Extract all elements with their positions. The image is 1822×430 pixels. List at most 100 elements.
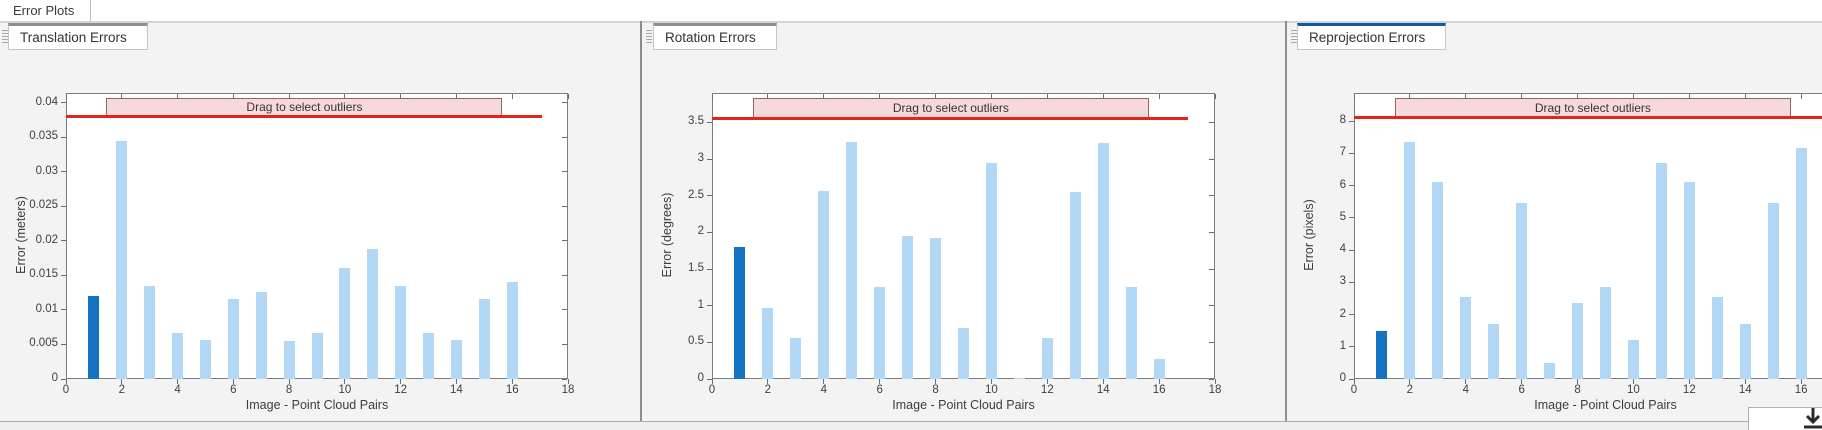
x-tick: [567, 379, 569, 384]
bar-pair-6[interactable]: [1516, 203, 1528, 379]
y-tick-label: 7: [1339, 146, 1346, 159]
bar-pair-2[interactable]: [116, 140, 128, 379]
outlier-selection-band[interactable]: Drag to select outliers: [1394, 98, 1792, 118]
panel-drag-grip-icon[interactable]: [2, 30, 8, 44]
bar-pair-9[interactable]: [311, 332, 323, 379]
bar-pair-4[interactable]: [1460, 296, 1472, 379]
y-tick: [1349, 185, 1354, 187]
export-down-arrow-icon[interactable]: [1800, 406, 1822, 430]
bar-pair-8[interactable]: [1572, 303, 1584, 379]
y-tick-label: 2: [697, 225, 704, 238]
bar-pair-15[interactable]: [1767, 203, 1779, 379]
bar-pair-14[interactable]: [1739, 324, 1751, 379]
bar-pair-10[interactable]: [985, 162, 997, 379]
bar-pair-8[interactable]: [930, 238, 942, 379]
outlier-threshold-line[interactable]: [1354, 116, 1822, 120]
bar-pair-5[interactable]: [846, 142, 858, 379]
bar-pair-6[interactable]: [874, 287, 886, 379]
bar-pair-10[interactable]: [1627, 340, 1639, 379]
bar-pair-10[interactable]: [339, 268, 351, 379]
bar-pair-7[interactable]: [255, 291, 267, 379]
bar-pair-4[interactable]: [818, 191, 830, 379]
bar-pair-9[interactable]: [958, 327, 969, 379]
x-tick-label: 14: [450, 384, 463, 396]
tab-rotation-errors[interactable]: Rotation Errors: [653, 23, 777, 50]
x-tick-label: 8: [1574, 384, 1581, 396]
bar-pair-3[interactable]: [144, 285, 156, 379]
y-tick: [707, 341, 712, 343]
panel-drag-grip-icon[interactable]: [1291, 30, 1297, 44]
y-tick: [1349, 152, 1354, 154]
x-tick: [1102, 379, 1104, 384]
bar-pair-2[interactable]: [1404, 142, 1416, 379]
bar-pair-15[interactable]: [1125, 287, 1137, 379]
bar-pair-5[interactable]: [1488, 324, 1500, 379]
bar-pair-7[interactable]: [902, 236, 914, 379]
bar-pair-16[interactable]: [1153, 359, 1165, 379]
bar-pair-11[interactable]: [1013, 377, 1025, 379]
bar-pair-6[interactable]: [227, 298, 239, 379]
y-axis-label: Error (meters): [14, 196, 28, 274]
panel-drag-grip-icon[interactable]: [646, 30, 652, 44]
y-tick-right: [562, 136, 567, 138]
bar-pair-14[interactable]: [1097, 142, 1109, 379]
bar-pair-1[interactable]: [734, 247, 746, 379]
bar-pair-8[interactable]: [283, 341, 295, 379]
x-tick: [65, 379, 67, 384]
bar-pair-11[interactable]: [1655, 162, 1667, 379]
x-tick-label: 0: [62, 384, 70, 396]
bar-pair-13[interactable]: [1711, 296, 1723, 379]
outlier-threshold-line[interactable]: [66, 114, 542, 118]
x-tick-label: 10: [1627, 384, 1640, 396]
y-tick: [707, 158, 712, 160]
bar-pair-12[interactable]: [395, 285, 407, 379]
bar-pair-13[interactable]: [1069, 192, 1081, 379]
bar-pair-3[interactable]: [1432, 182, 1444, 379]
y-tick: [61, 240, 66, 242]
bar-pair-12[interactable]: [1041, 337, 1053, 379]
bar-pair-1[interactable]: [88, 296, 100, 379]
x-tick-label: 16: [1794, 384, 1808, 396]
bar-pair-7[interactable]: [1544, 362, 1556, 379]
y-tick: [1349, 346, 1354, 348]
y-tick: [1349, 249, 1354, 251]
tab-error-plots[interactable]: Error Plots: [0, 0, 92, 21]
bar-pair-2[interactable]: [762, 307, 774, 379]
bar-pair-3[interactable]: [790, 337, 802, 379]
x-tick: [511, 379, 513, 384]
x-tick-top: [1688, 94, 1690, 99]
y-tick-label: 8: [1339, 114, 1346, 127]
bar-pair-9[interactable]: [1600, 287, 1611, 379]
bar-pair-5[interactable]: [199, 339, 211, 379]
x-tick-top: [344, 94, 346, 99]
x-tick-label: 6: [876, 384, 883, 396]
bar-pair-16[interactable]: [1795, 148, 1807, 379]
outlier-selection-band[interactable]: Drag to select outliers: [106, 98, 503, 117]
x-tick-label: 12: [394, 384, 408, 396]
tab-reprojection-errors[interactable]: Reprojection Errors: [1297, 23, 1447, 50]
x-tick: [823, 379, 825, 384]
outlier-threshold-line[interactable]: [712, 117, 1189, 121]
y-tick: [61, 102, 66, 104]
bar-pair-14[interactable]: [450, 339, 462, 379]
x-tick-label: 2: [118, 384, 125, 396]
panel-divider[interactable]: [640, 21, 642, 421]
y-tick-label: 3: [697, 152, 704, 164]
outlier-selection-band[interactable]: Drag to select outliers: [752, 98, 1150, 119]
panel-divider[interactable]: [1285, 21, 1287, 421]
x-tick-top: [567, 94, 569, 99]
x-tick: [1158, 379, 1160, 384]
y-tick-right: [562, 171, 567, 173]
bar-pair-15[interactable]: [478, 298, 490, 379]
bar-pair-16[interactable]: [506, 282, 518, 379]
y-tick-right: [1209, 305, 1214, 307]
y-tick-label: 0.01: [35, 302, 58, 315]
bar-pair-13[interactable]: [423, 333, 435, 379]
tab-translation-errors[interactable]: Translation Errors: [8, 23, 148, 50]
bar-pair-4[interactable]: [172, 333, 184, 379]
bar-pair-1[interactable]: [1376, 330, 1388, 379]
bar-pair-12[interactable]: [1683, 182, 1695, 379]
bar-pair-11[interactable]: [367, 249, 379, 379]
